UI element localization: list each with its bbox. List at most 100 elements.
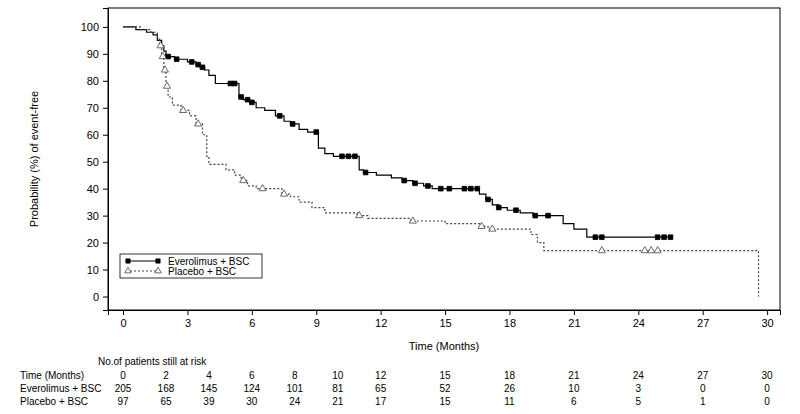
x-tick: 21 bbox=[568, 310, 580, 329]
risk-table-time: 27 bbox=[697, 370, 709, 381]
y-tick: 50 bbox=[87, 156, 108, 168]
censor-marker bbox=[413, 181, 418, 186]
risk-table-count: 26 bbox=[504, 383, 516, 394]
censor-marker bbox=[668, 235, 673, 240]
x-tick-mark bbox=[574, 310, 575, 315]
y-tick-label: 30 bbox=[87, 210, 99, 222]
risk-table-row-label: Placebo + BSC bbox=[20, 396, 88, 407]
risk-table-count: 65 bbox=[375, 383, 387, 394]
risk-table: No.of patients still at riskTime (Months… bbox=[20, 356, 773, 407]
censor-marker bbox=[174, 57, 179, 62]
censor-marker bbox=[250, 100, 255, 105]
censor-marker bbox=[161, 66, 168, 72]
x-tick-mark bbox=[509, 310, 510, 315]
risk-table-time: 24 bbox=[633, 370, 645, 381]
censor-marker bbox=[486, 197, 491, 202]
risk-table-count: 97 bbox=[117, 396, 129, 407]
censor-marker bbox=[239, 95, 244, 100]
risk-table-time: 6 bbox=[249, 370, 255, 381]
y-tick: 90 bbox=[87, 48, 108, 60]
censor-marker bbox=[314, 130, 319, 135]
y-tick-label: 60 bbox=[87, 129, 99, 141]
censor-marker bbox=[426, 184, 431, 189]
x-tick-mark bbox=[767, 310, 768, 315]
risk-table-time: 4 bbox=[206, 370, 212, 381]
legend: Everolimus + BSCPlacebo + BSC bbox=[120, 254, 262, 278]
y-axis-title: Probability (%) of event-free bbox=[28, 91, 40, 227]
risk-table-time: 0 bbox=[120, 370, 126, 381]
x-tick: 27 bbox=[697, 310, 709, 329]
x-tick: 24 bbox=[633, 310, 645, 329]
risk-table-count: 124 bbox=[244, 383, 261, 394]
censor-marker bbox=[200, 65, 205, 70]
x-tick: 0 bbox=[120, 310, 126, 329]
censor-marker bbox=[363, 170, 368, 175]
censor-marker bbox=[489, 225, 496, 231]
censor-marker bbox=[468, 186, 473, 191]
x-tick: 6 bbox=[249, 310, 255, 329]
risk-table-count: 3 bbox=[636, 383, 642, 394]
legend-marker bbox=[126, 259, 130, 263]
chart: 0369121518212427300102030405060708090100… bbox=[0, 0, 800, 414]
y-tick-label: 70 bbox=[87, 102, 99, 114]
risk-table-count: 81 bbox=[332, 383, 344, 394]
censor-marker bbox=[340, 154, 345, 159]
km-curve bbox=[123, 27, 759, 297]
risk-table-count: 101 bbox=[286, 383, 303, 394]
censor-marker bbox=[163, 82, 170, 88]
legend-line bbox=[126, 260, 160, 261]
risk-table-count: 6 bbox=[571, 396, 577, 407]
legend-marker bbox=[125, 267, 131, 273]
y-tick: 20 bbox=[87, 237, 108, 249]
y-tick-mark bbox=[103, 27, 108, 28]
censor-marker bbox=[462, 186, 467, 191]
risk-table-time: 15 bbox=[440, 370, 452, 381]
y-tick-label: 50 bbox=[87, 156, 99, 168]
risk-table-count: 65 bbox=[160, 396, 172, 407]
censor-marker bbox=[353, 154, 358, 159]
x-tick-mark bbox=[445, 310, 446, 315]
y-tick-mark bbox=[103, 243, 108, 244]
x-tick-label: 24 bbox=[633, 317, 645, 329]
censor-marker bbox=[195, 120, 202, 126]
x-tick-label: 21 bbox=[568, 317, 580, 329]
censor-marker bbox=[514, 208, 519, 213]
censor-marker bbox=[240, 176, 247, 182]
risk-table-count: 145 bbox=[201, 383, 218, 394]
y-tick-label: 90 bbox=[87, 48, 99, 60]
censor-marker bbox=[598, 247, 605, 253]
risk-table-time: 2 bbox=[163, 370, 169, 381]
y-tick-label: 100 bbox=[81, 21, 99, 33]
x-tick: 30 bbox=[761, 310, 773, 329]
x-axis-line bbox=[109, 311, 781, 316]
y-tick-mark bbox=[103, 81, 108, 82]
censor-marker bbox=[533, 213, 538, 218]
censor-marker bbox=[496, 205, 501, 210]
legend-marker bbox=[155, 267, 161, 273]
risk-table-row-label: Everolimus + BSC bbox=[20, 383, 101, 394]
risk-table-count: 0 bbox=[700, 383, 706, 394]
legend-marker bbox=[156, 259, 160, 263]
censor-marker bbox=[232, 81, 237, 86]
y-tick: 40 bbox=[87, 183, 108, 195]
x-tick: 9 bbox=[314, 310, 320, 329]
censor-marker bbox=[438, 186, 443, 191]
x-tick-mark bbox=[703, 310, 704, 315]
risk-table-time: 10 bbox=[332, 370, 344, 381]
risk-table-time: 8 bbox=[292, 370, 298, 381]
censor-marker bbox=[593, 235, 598, 240]
censor-marker bbox=[189, 60, 194, 65]
risk-table-time: 18 bbox=[504, 370, 516, 381]
y-tick-label: 20 bbox=[87, 237, 99, 249]
y-tick: 60 bbox=[87, 129, 108, 141]
y-tick-mark bbox=[103, 54, 108, 55]
y-axis: 0102030405060708090100 bbox=[81, 9, 109, 311]
y-tick-mark bbox=[103, 108, 108, 109]
x-axis: 036912151821242730 bbox=[109, 310, 781, 329]
y-tick-mark bbox=[103, 297, 108, 298]
y-tick-mark bbox=[103, 162, 108, 163]
censor-marker bbox=[402, 178, 407, 183]
risk-table-count: 10 bbox=[568, 383, 580, 394]
y-tick-mark bbox=[103, 135, 108, 136]
x-tick-mark bbox=[252, 310, 253, 315]
